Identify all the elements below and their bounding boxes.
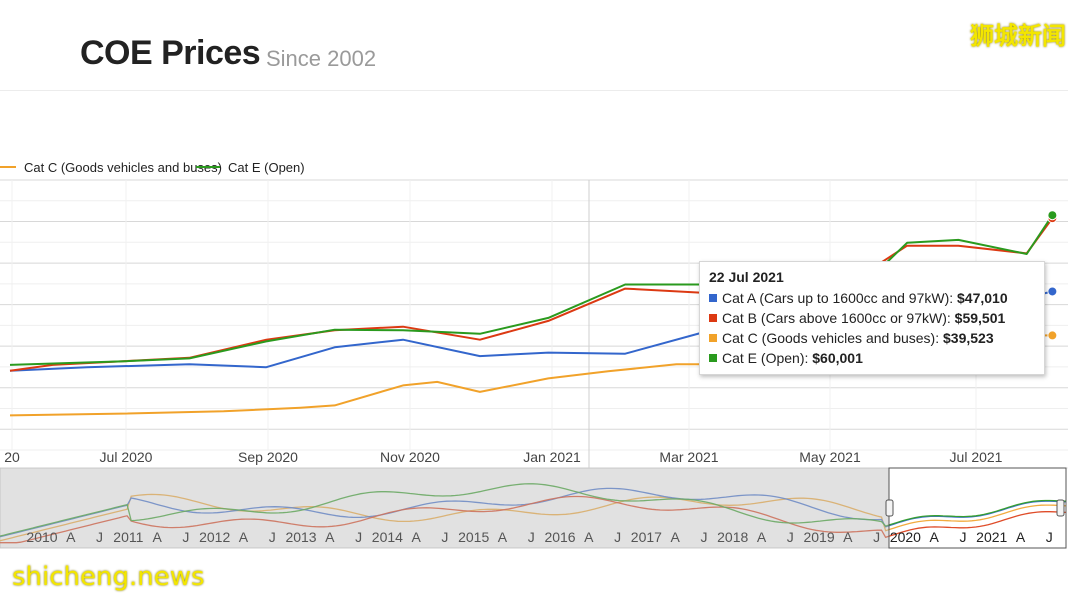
navigator-tick-label: A	[152, 529, 162, 545]
grid	[0, 179, 1068, 468]
cat-e-swatch-icon	[709, 354, 717, 363]
series-line-4	[9, 214, 1054, 366]
navigator-tick-label: J	[441, 529, 448, 545]
hover-tooltip: 22 Jul 2021 Cat A (Cars up to 1600cc and…	[699, 261, 1045, 375]
legend-label: Cat C (Goods vehicles and buses)	[24, 160, 222, 175]
x-tick-label: May 2021	[799, 449, 861, 465]
series-line-2	[9, 217, 1054, 372]
navigator-tick-label: A	[1016, 529, 1026, 545]
navigator-tick-label: J	[959, 529, 966, 545]
navigator-tick-label: A	[411, 529, 421, 545]
navigator-tick-label: A	[66, 529, 76, 545]
x-tick-label: Jul 2021	[950, 449, 1003, 465]
x-tick-label: Jan 2021	[523, 449, 581, 465]
navigator-tick-label: J	[1046, 529, 1053, 545]
series-group	[9, 210, 1058, 417]
navigator-tick-label: J	[96, 529, 103, 545]
navigator-tick-label: J	[355, 529, 362, 545]
page-subtitle: Since 2002	[266, 46, 377, 71]
x-tick-label: Jul 2020	[100, 449, 153, 465]
x-tick-label: Mar 2021	[659, 449, 718, 465]
navigator-tick-label: 2016	[544, 529, 575, 545]
x-tick-label: Nov 2020	[380, 449, 440, 465]
tooltip-label: Cat C (Goods vehicles and buses):	[722, 330, 940, 346]
navigator-tick-label: 2011	[113, 529, 143, 545]
tooltip-row-cat-e: Cat E (Open): $60,001	[709, 350, 863, 366]
range-navigator[interactable]: 2010 A J 2011 A J 2012 A J 2013 A J 2014 A J 2015 A J 2016…	[0, 467, 1067, 549]
navigator-tick-label: 2018	[717, 529, 748, 545]
navigator-tick-label: A	[584, 529, 594, 545]
navigator-tick-label: A	[757, 529, 767, 545]
navigator-tick-label: J	[700, 529, 707, 545]
legend-label: Cat E (Open)	[228, 160, 305, 175]
series-endpoint	[1047, 330, 1058, 341]
navigator-tick-label: J	[182, 529, 189, 545]
navigator-tick-label: 2013	[285, 529, 316, 545]
navigator-tick-label: J	[269, 529, 276, 545]
navigator-right-handle[interactable]	[1056, 499, 1065, 517]
navigator-tick-label: 2020	[890, 529, 921, 545]
tooltip-row-cat-b: Cat B (Cars above 1600cc or 97kW): $59,5…	[709, 310, 1005, 326]
cat-a-swatch-icon	[709, 294, 717, 303]
x-axis: 20 Jul 2020 Sep 2020 Nov 2020 Jan 2021 Mar 20…	[0, 449, 1068, 469]
tooltip-label: Cat B (Cars above 1600cc or 97kW):	[722, 310, 951, 326]
navigator-unselected-mask	[0, 468, 889, 548]
navigator-tick-label: 2017	[631, 529, 662, 545]
main-plot[interactable]: 20 Jul 2020 Sep 2020 Nov 2020 Jan 2021 Mar 20…	[0, 179, 1068, 469]
tooltip-row-cat-c: Cat C (Goods vehicles and buses): $39,52…	[709, 330, 994, 346]
navigator-series-1	[0, 493, 1067, 542]
navigator-tick-label: J	[528, 529, 535, 545]
series-endpoint	[1047, 286, 1058, 297]
series-endpoint	[1047, 210, 1058, 221]
cat-c-swatch-icon	[709, 334, 717, 343]
header-divider	[0, 90, 1068, 91]
tooltip-date: 22 Jul 2021	[709, 269, 784, 285]
navigator-tick-label: A	[930, 529, 940, 545]
navigator-tick-label: 2014	[372, 529, 403, 545]
tooltip-value: $39,523	[943, 330, 994, 346]
navigator-tick-label: 2021	[976, 529, 1007, 545]
navigator-tick-label: 2010	[26, 529, 57, 545]
navigator-tick-label: J	[787, 529, 794, 545]
navigator-tick-label: 2012	[199, 529, 230, 545]
watermark-cn: 狮城新闻	[970, 22, 1066, 50]
tooltip-row-cat-a: Cat A (Cars up to 1600cc and 97kW): $47,…	[709, 290, 1008, 306]
coe-chart[interactable]: Cat C (Goods vehicles and buses) Cat E (O…	[0, 150, 1080, 550]
tooltip-label: Cat E (Open):	[722, 350, 809, 366]
watermark-en: shicheng.news	[12, 562, 205, 592]
tooltip-value: $47,010	[957, 290, 1008, 306]
navigator-series-3	[0, 495, 1067, 544]
page-title: COE Prices	[80, 34, 261, 72]
tooltip-value: $59,501	[954, 310, 1006, 326]
cat-b-swatch-icon	[709, 314, 717, 323]
navigator-tick-label: J	[614, 529, 621, 545]
x-tick-label: 20	[4, 449, 20, 465]
navigator-tick-label: A	[325, 529, 335, 545]
navigator-left-handle[interactable]	[885, 499, 894, 517]
navigator-tick-label: A	[239, 529, 249, 545]
navigator-tick-label: 2019	[803, 529, 834, 545]
navigator-tick-label: A	[498, 529, 508, 545]
navigator-tick-label: J	[873, 529, 880, 545]
navigator-tick-label: A	[843, 529, 853, 545]
legend[interactable]: Cat C (Goods vehicles and buses) Cat E (O…	[0, 160, 305, 175]
navigator-tick-label: A	[670, 529, 680, 545]
navigator-series-4	[0, 483, 1067, 537]
navigator-tick-label: 2015	[458, 529, 489, 545]
tooltip-value: $60,001	[812, 350, 863, 366]
x-tick-label: Sep 2020	[238, 449, 298, 465]
tooltip-label: Cat A (Cars up to 1600cc and 97kW):	[722, 290, 954, 306]
